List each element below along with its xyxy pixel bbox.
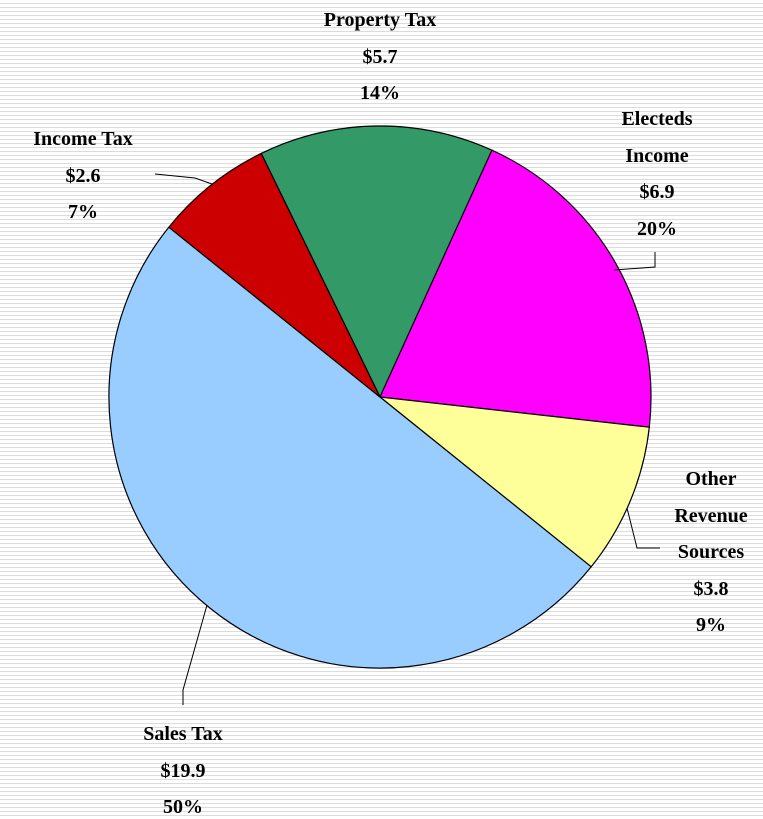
value-label: 7% [68,201,98,223]
category-label: Property Tax [323,9,437,31]
amount-label: $3.8 [693,577,729,600]
pie-slice [378,396,650,568]
value-label: 20% [637,217,677,240]
slice-label: Income Tax $2.6 7% [3,121,163,231]
amount-label: $2.6 [65,164,101,187]
pie-slice [167,152,381,398]
category-label: Other Revenue Sources [674,468,748,563]
slice-label: Other Revenue Sources $3.8 9% [658,461,763,644]
leader-line [613,252,656,271]
value-label: 9% [696,614,726,636]
leader-line [154,173,213,185]
amount-label: $19.9 [160,759,206,782]
leader-line [182,604,208,705]
amount-label: $5.7 [362,45,398,68]
value-label: 50% [163,796,203,818]
pie-slice [108,226,593,669]
value-label: 14% [360,82,400,104]
slice-label: Sales Tax $19.9 50% [93,716,273,819]
amount-label: $6.9 [639,181,675,203]
slice-label: Property Tax $5.7 14% [280,2,480,112]
pie-slice [379,149,652,428]
pie-slice [260,125,493,399]
category-label: Sales Tax [143,723,223,745]
category-label: Electeds Income [621,108,693,167]
slice-label: Electeds Income $6.9 20% [602,101,712,247]
category-label: Income Tax [33,128,133,150]
leader-line [626,507,660,549]
